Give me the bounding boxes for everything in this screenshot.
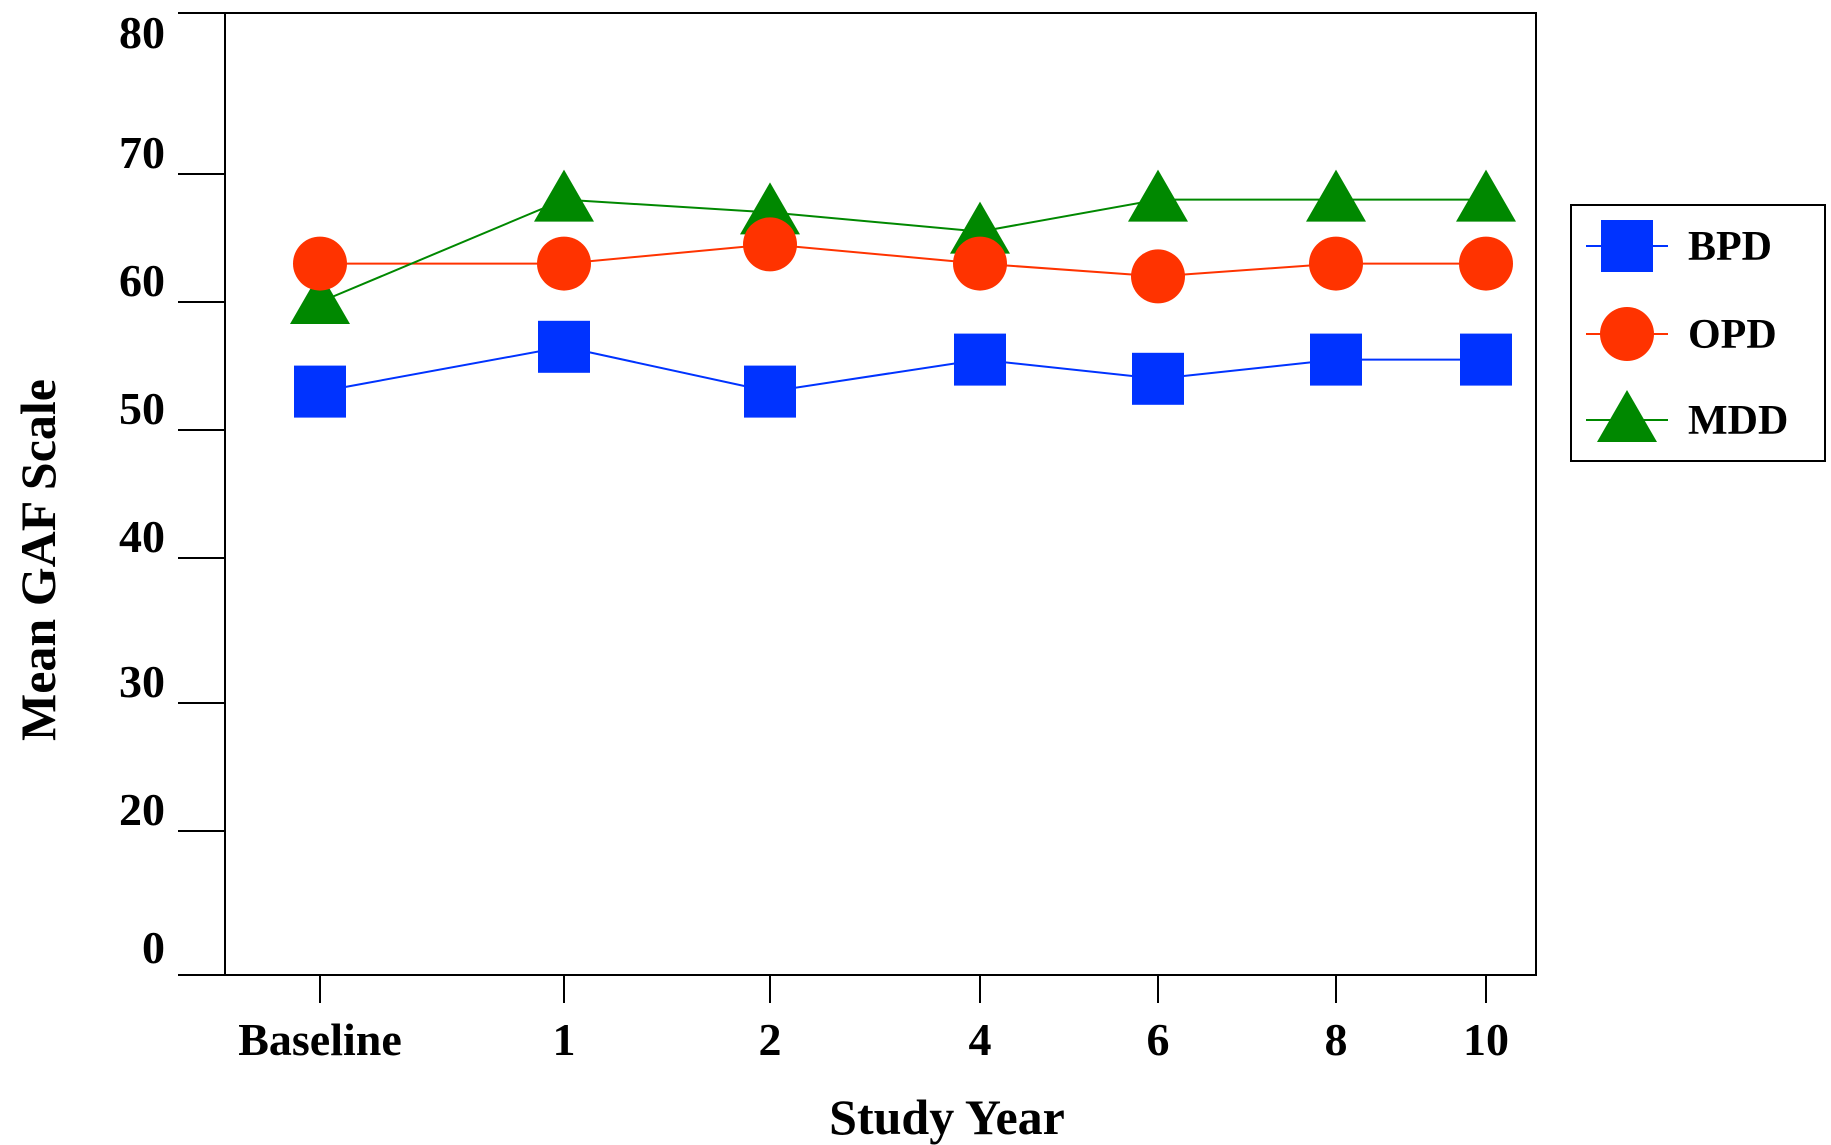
y-tick-label: 40: [119, 511, 165, 562]
data-point-mdd: [290, 272, 350, 324]
data-point-bpd: [744, 365, 796, 418]
y-tick-label: 60: [119, 255, 165, 306]
data-point-opd: [1309, 236, 1363, 291]
x-tick-label: 6: [1147, 1014, 1170, 1065]
data-point-mdd: [1456, 169, 1516, 222]
data-point-bpd: [1310, 333, 1362, 386]
plot-frame: [224, 12, 1537, 976]
x-tick-label: 10: [1463, 1014, 1509, 1065]
data-point-opd: [537, 236, 591, 291]
legend-items: BPD OPD MDD: [1586, 220, 1788, 444]
x-tick-label: Baseline: [238, 1014, 402, 1065]
data-point-mdd: [950, 201, 1010, 254]
y-tick-label: 30: [119, 656, 165, 707]
data-point-bpd: [538, 320, 590, 373]
data-point-opd: [743, 217, 797, 272]
data-point-mdd: [740, 182, 800, 235]
data-point-bpd: [1132, 352, 1184, 405]
y-axis-ticks: 0 20 30 40 50 60 70 80: [119, 7, 225, 973]
y-tick-label: 50: [119, 383, 165, 434]
x-tick-label: 4: [969, 1014, 992, 1065]
legend-label-bpd: BPD: [1688, 224, 1772, 270]
y-tick-label: 20: [119, 784, 165, 835]
y-tick-label: 80: [119, 7, 165, 58]
data-point-bpd: [294, 365, 346, 418]
legend-marker-mdd: [1597, 390, 1657, 442]
legend-marker-bpd: [1601, 220, 1653, 272]
data-point-mdd: [534, 169, 594, 222]
x-tick-label: 8: [1325, 1014, 1348, 1065]
y-tick-label: 0: [142, 922, 165, 973]
data-point-bpd: [1460, 333, 1512, 386]
x-axis-ticks: Baseline 1 2 4 6 8 10: [238, 975, 1509, 1065]
y-tick-label: 70: [119, 127, 165, 178]
data-point-opd: [293, 236, 347, 291]
legend-label-opd: OPD: [1688, 312, 1777, 358]
data-point-opd: [953, 236, 1007, 291]
x-axis-title: Study Year: [829, 1089, 1065, 1145]
x-tick-label: 1: [553, 1014, 576, 1065]
data-point-opd: [1459, 236, 1513, 291]
legend: BPD OPD MDD: [1570, 204, 1826, 462]
data-point-mdd: [1128, 169, 1188, 222]
data-point-opd: [1131, 249, 1185, 304]
data-point-mdd: [1306, 169, 1366, 222]
y-axis-title: Mean GAF Scale: [10, 379, 66, 741]
legend-marker-opd: [1600, 307, 1654, 361]
x-tick-label: 2: [759, 1014, 782, 1065]
series-layer: [290, 169, 1516, 418]
legend-label-mdd: MDD: [1688, 398, 1788, 444]
data-point-bpd: [954, 333, 1006, 386]
